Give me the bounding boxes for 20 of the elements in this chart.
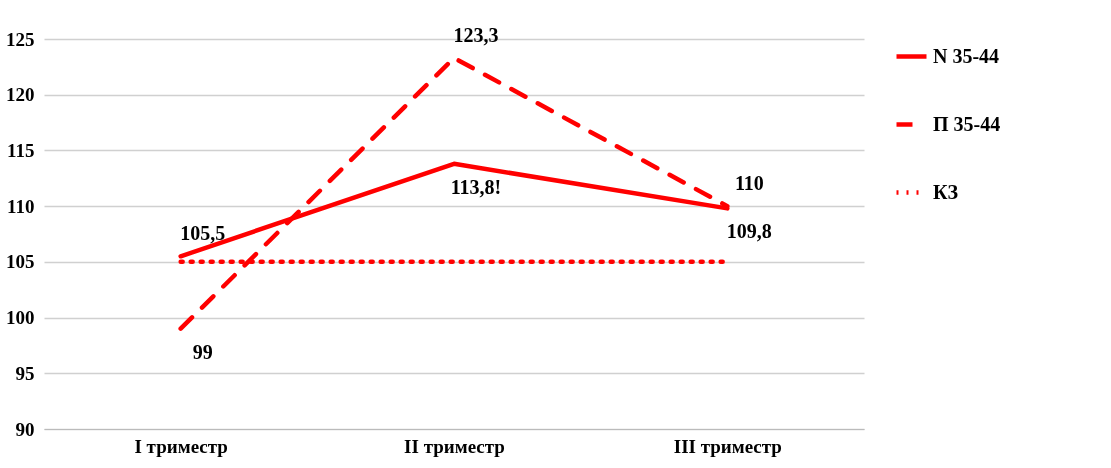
data-label: 109,8	[726, 220, 772, 243]
data-label: 105,5	[180, 222, 226, 245]
data-label: 113,8!	[450, 175, 502, 198]
data-label: 110	[734, 172, 764, 195]
legend-label: N 35-44	[933, 44, 1000, 67]
legend-label: П 35-44	[933, 112, 1001, 135]
x-tick-label: III триместр	[673, 435, 782, 457]
y-tick-label: 100	[6, 307, 35, 329]
x-tick-label: I триместр	[134, 435, 228, 457]
y-tick-label: 105	[6, 251, 35, 273]
y-tick-label: 95	[15, 362, 35, 384]
x-tick-label: II триместр	[404, 435, 505, 457]
data-label: 99	[192, 340, 213, 363]
y-tick-label: 115	[7, 139, 35, 161]
y-tick-label: 120	[6, 84, 35, 106]
y-tick-label: 110	[7, 195, 35, 217]
data-label: 123,3	[453, 23, 499, 46]
y-tick-label: 125	[6, 28, 35, 50]
legend-label: КЗ	[933, 180, 959, 203]
y-tick-label: 90	[15, 418, 35, 440]
